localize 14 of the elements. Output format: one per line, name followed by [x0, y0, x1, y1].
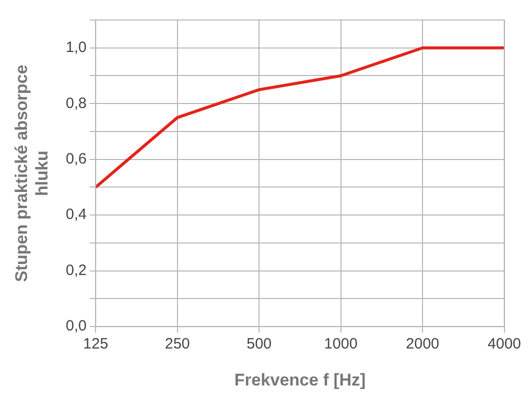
y-tick-label: 0,6	[66, 150, 87, 168]
x-tick-label: 125	[83, 336, 108, 353]
x-tick-label: 1000	[324, 336, 358, 353]
y-tick-label: 1,0	[66, 39, 87, 56]
y-tick-label: 0,0	[66, 318, 87, 335]
x-tick-label: 2000	[406, 336, 440, 353]
x-tick-label: 250	[164, 336, 190, 353]
y-tick-label: 0,8	[66, 94, 87, 112]
y-tick-label: 0,4	[66, 206, 87, 224]
x-tick-label: 4000	[488, 336, 522, 353]
x-axis-title: Frekvence f [Hz]	[234, 370, 366, 390]
y-axis-title: Stupen praktické absorpce hluku	[12, 64, 52, 282]
x-tick-label: 500	[246, 336, 272, 353]
y-tick-label: 0,2	[66, 262, 87, 279]
